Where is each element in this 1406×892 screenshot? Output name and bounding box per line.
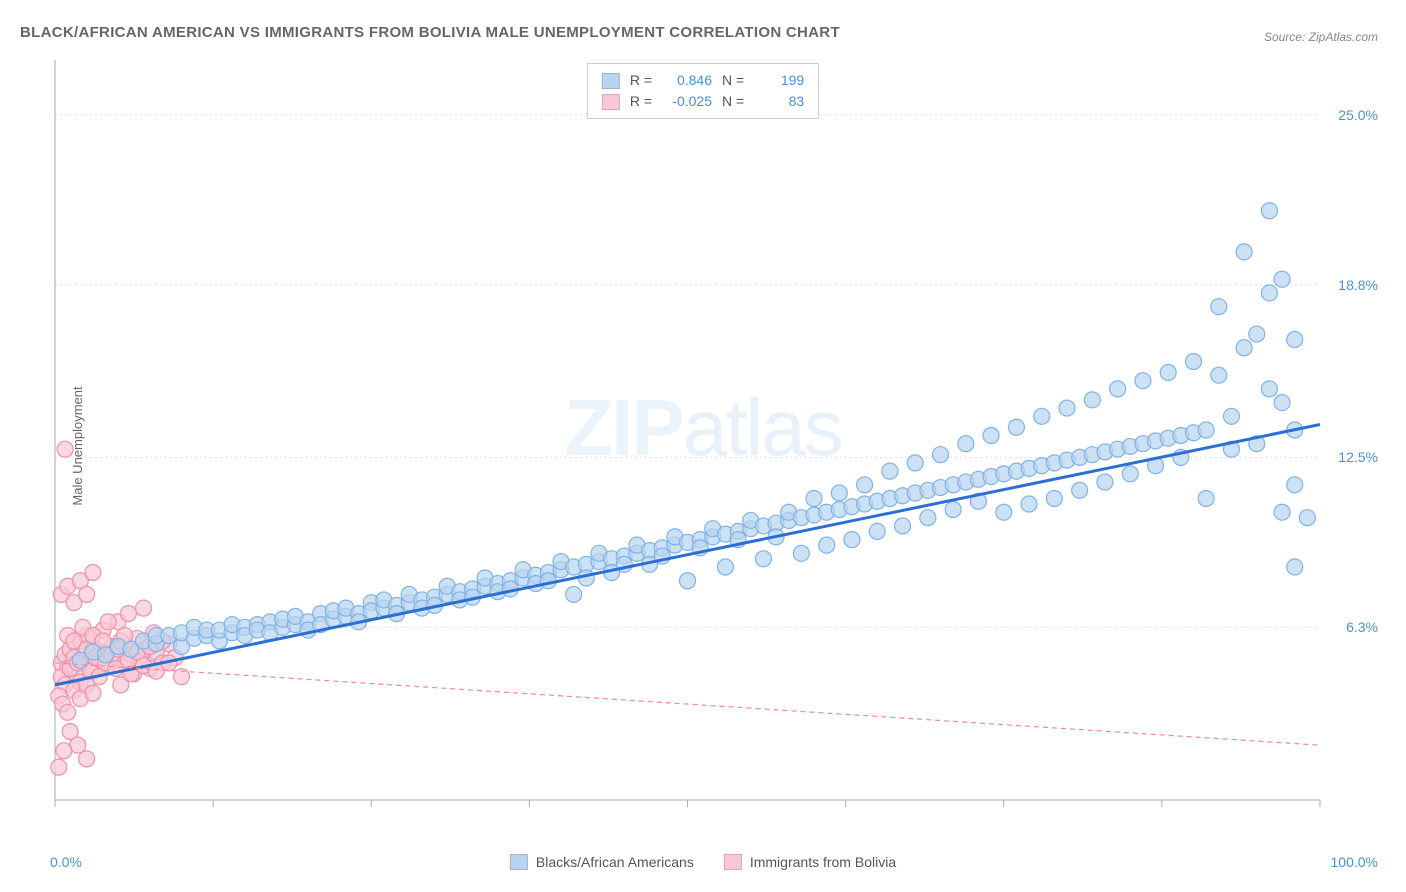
legend-swatch-pink [724, 854, 742, 870]
r-label: R = [630, 91, 652, 112]
legend-item-2: Immigrants from Bolivia [724, 854, 896, 870]
y-tick-label: 18.8% [1338, 277, 1378, 293]
correlation-row-2: R = -0.025 N = 83 [602, 91, 804, 112]
n-value-1: 199 [754, 70, 804, 91]
legend-swatch-blue [510, 854, 528, 870]
n-label: N = [722, 91, 744, 112]
correlation-row-1: R = 0.846 N = 199 [602, 70, 804, 91]
swatch-blue [602, 73, 620, 89]
legend-label-2: Immigrants from Bolivia [750, 854, 896, 870]
legend-item-1: Blacks/African Americans [510, 854, 694, 870]
chart-title: BLACK/AFRICAN AMERICAN VS IMMIGRANTS FRO… [20, 24, 840, 41]
x-axis-max-label: 100.0% [1331, 854, 1378, 870]
r-value-1: 0.846 [662, 70, 712, 91]
source-attribution: Source: ZipAtlas.com [1264, 30, 1378, 44]
scatter-plot-svg [50, 55, 1360, 825]
plot-area [50, 55, 1360, 825]
legend-label-1: Blacks/African Americans [536, 854, 694, 870]
x-axis-min-label: 0.0% [50, 854, 82, 870]
y-tick-label: 25.0% [1338, 107, 1378, 123]
correlation-box: R = 0.846 N = 199 R = -0.025 N = 83 [587, 63, 819, 119]
r-label: R = [630, 70, 652, 91]
swatch-pink [602, 94, 620, 110]
y-tick-label: 6.3% [1346, 619, 1378, 635]
n-value-2: 83 [754, 91, 804, 112]
n-label: N = [722, 70, 744, 91]
chart-container: BLACK/AFRICAN AMERICAN VS IMMIGRANTS FRO… [0, 0, 1406, 892]
bottom-legend: Blacks/African Americans Immigrants from… [510, 854, 896, 870]
y-tick-label: 12.5% [1338, 449, 1378, 465]
r-value-2: -0.025 [662, 91, 712, 112]
